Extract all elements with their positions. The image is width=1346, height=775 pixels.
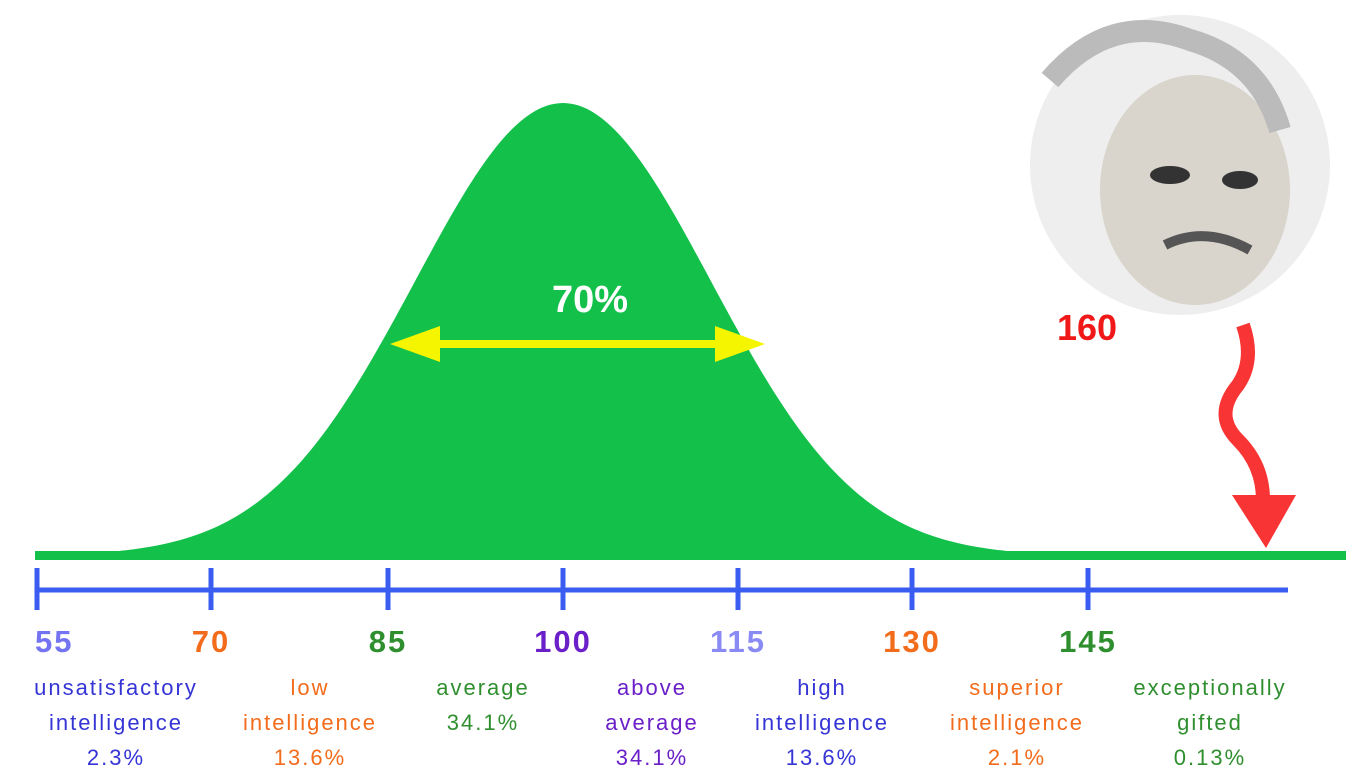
category-text: unsatisfactory <box>34 675 198 700</box>
tick-label: 55 <box>35 624 73 659</box>
category-text: intelligence <box>755 710 889 735</box>
tick-label: 115 <box>710 624 766 659</box>
tick-label: 145 <box>1059 624 1117 659</box>
category-text: 13.6% <box>786 745 858 770</box>
category-text: low <box>290 675 329 700</box>
category-text: 2.1% <box>988 745 1046 770</box>
category-text: 34.1% <box>616 745 688 770</box>
category-text: 34.1% <box>447 710 519 735</box>
center-label: 70% <box>552 279 628 321</box>
category-text: above <box>617 675 687 700</box>
category-text: 13.6% <box>274 745 346 770</box>
category-text: exceptionally <box>1133 675 1286 700</box>
category-text: average <box>436 675 530 700</box>
red-arrow <box>1226 325 1297 548</box>
category-text: gifted <box>1177 710 1243 735</box>
category-text: intelligence <box>243 710 377 735</box>
category-text: average <box>605 710 699 735</box>
tick-label: 100 <box>534 624 592 659</box>
face <box>1030 15 1330 315</box>
marker-label: 160 <box>1057 307 1117 348</box>
category-text: intelligence <box>49 710 183 735</box>
category-text: intelligence <box>950 710 1084 735</box>
category-text: high <box>797 675 847 700</box>
category-text: superior <box>969 675 1064 700</box>
baseline <box>35 551 1346 560</box>
tick-label: 70 <box>192 624 230 659</box>
category-text: 0.13% <box>1174 745 1246 770</box>
category-text: 2.3% <box>87 745 145 770</box>
tick-label: 85 <box>369 624 407 659</box>
iq-diagram: 70% 160 55 70 85 100 115 130 145 unsatisfactory… <box>0 0 1346 775</box>
tick-label: 130 <box>883 624 941 659</box>
